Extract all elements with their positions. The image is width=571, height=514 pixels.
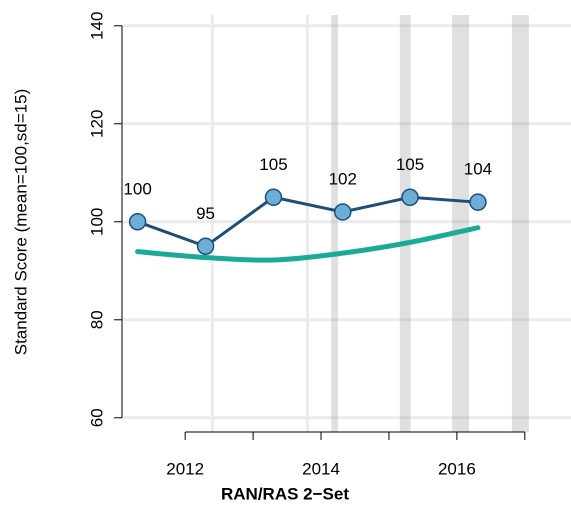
data-label: 95 — [196, 204, 215, 223]
x-tick-label: 2014 — [302, 459, 340, 478]
data-point — [128, 213, 147, 231]
y-tick-label: 80 — [87, 310, 106, 329]
y-tick-label: 120 — [87, 110, 106, 138]
data-point — [334, 203, 352, 221]
y-tick-label: 60 — [87, 408, 106, 427]
data-label: 102 — [329, 169, 357, 188]
shaded-period — [399, 15, 411, 432]
x-tick-label: 2016 — [438, 459, 476, 478]
data-label: 104 — [464, 160, 492, 179]
data-point — [469, 193, 487, 211]
shaded-period — [511, 15, 529, 432]
data-point — [401, 188, 419, 207]
series-line — [135, 225, 481, 263]
x-axis-label: RAN/RAS 2−Set — [221, 484, 349, 503]
y-axis-label: Standard Score (mean=100,sd=15) — [11, 89, 30, 356]
data-label: 105 — [259, 155, 287, 174]
data-label: 100 — [123, 179, 151, 198]
y-tick-label: 100 — [87, 208, 106, 236]
data-point — [264, 188, 283, 207]
shaded-period — [452, 15, 470, 432]
x-tick-label: 2012 — [166, 459, 204, 478]
y-tick-label: 140 — [87, 12, 106, 40]
shaded-period — [331, 15, 339, 432]
data-label: 105 — [396, 155, 424, 174]
series-line — [136, 195, 480, 248]
data-point — [196, 237, 215, 256]
